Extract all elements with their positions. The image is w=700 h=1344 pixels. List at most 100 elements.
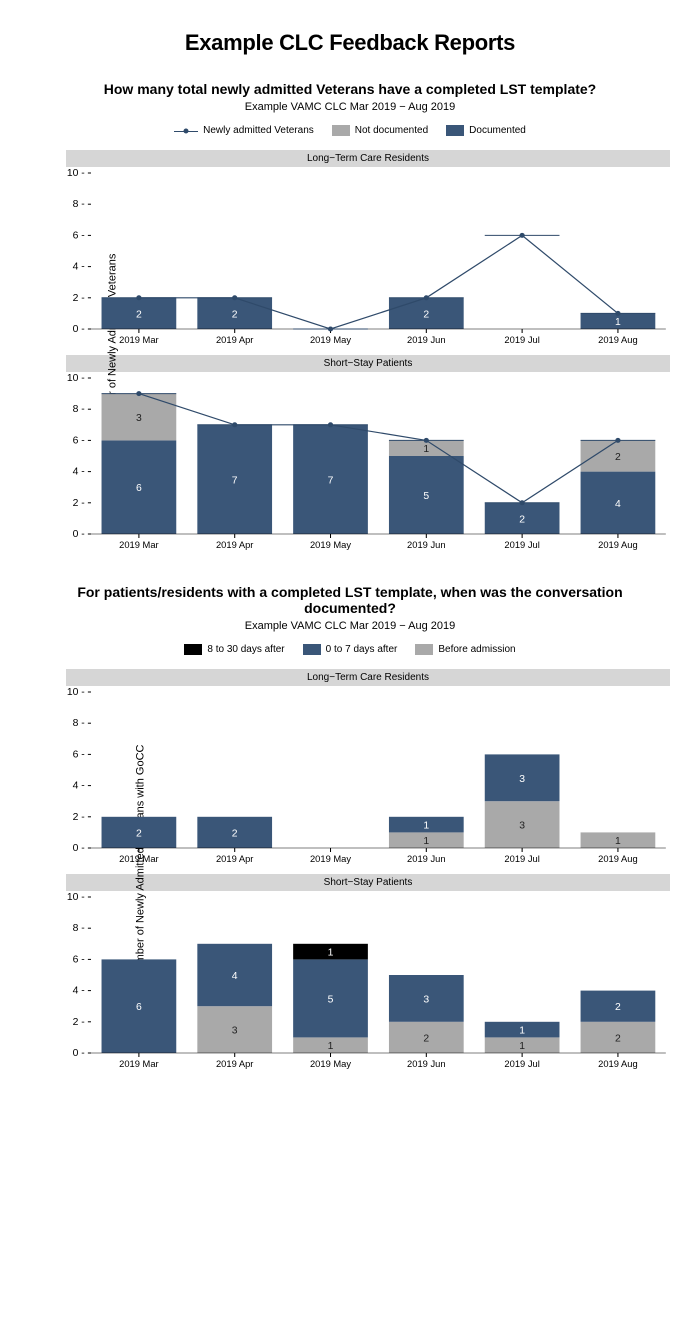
svg-text:2019 Jul: 2019 Jul — [504, 1059, 539, 1069]
svg-text:2019 Jun: 2019 Jun — [407, 854, 446, 864]
chart-2: For patients/residents with a completed … — [30, 584, 670, 1053]
svg-text:6 -: 6 - — [73, 231, 85, 242]
svg-text:2: 2 — [232, 310, 238, 321]
svg-text:5: 5 — [328, 995, 334, 1006]
svg-text:1: 1 — [519, 1041, 525, 1052]
svg-text:3: 3 — [519, 821, 525, 832]
svg-text:1: 1 — [615, 836, 621, 847]
svg-text:2019 Jun: 2019 Jun — [407, 540, 446, 550]
chart-1-subtitle: Example VAMC CLC Mar 2019 − Aug 2019 — [30, 101, 670, 113]
svg-text:10 -: 10 - — [67, 687, 85, 698]
chart-1-legend: Newly admitted Veterans Not documented Doc… — [30, 125, 670, 136]
color-swatch-icon — [446, 125, 464, 136]
svg-text:1: 1 — [423, 821, 429, 832]
svg-text:4 -: 4 - — [73, 781, 85, 792]
chart-svg: 0 -2 -4 -6 -8 -10 -22019 Mar22019 Apr201… — [66, 688, 670, 848]
svg-text:10 -: 10 - — [67, 892, 85, 903]
chart-panel: 0 -2 -4 -6 -8 -10 -62019 Mar342019 Apr15… — [66, 893, 670, 1053]
svg-text:2: 2 — [136, 310, 142, 321]
svg-text:2 -: 2 - — [73, 1017, 85, 1028]
legend-label: 8 to 30 days after — [207, 644, 284, 655]
svg-text:1: 1 — [615, 317, 621, 328]
svg-text:2019 Mar: 2019 Mar — [119, 1059, 159, 1069]
svg-text:3: 3 — [519, 774, 525, 785]
chart-1-facets: Number of Newly Admitted Veterans Long−T… — [30, 150, 670, 534]
svg-text:3: 3 — [232, 1026, 238, 1037]
svg-text:2019 May: 2019 May — [310, 540, 352, 550]
svg-text:2 -: 2 - — [73, 812, 85, 823]
chart-2-subtitle: Example VAMC CLC Mar 2019 − Aug 2019 — [30, 620, 670, 632]
svg-text:2019 Mar: 2019 Mar — [119, 854, 159, 864]
facet-header: Long−Term Care Residents — [66, 669, 670, 686]
svg-text:8 -: 8 - — [73, 199, 85, 210]
svg-text:2019 Jul: 2019 Jul — [504, 335, 539, 345]
facet-header: Short−Stay Patients — [66, 874, 670, 891]
svg-text:2019 Jul: 2019 Jul — [504, 540, 539, 550]
svg-text:2019 Aug: 2019 Aug — [598, 854, 638, 864]
legend-label: Before admission — [438, 644, 515, 655]
svg-text:2019 Aug: 2019 Aug — [598, 540, 638, 550]
svg-text:0 -: 0 - — [73, 1048, 85, 1059]
svg-text:4 -: 4 - — [73, 986, 85, 997]
svg-text:1: 1 — [328, 948, 334, 959]
chart-svg: 0 -2 -4 -6 -8 -10 -22019 Mar22019 Apr201… — [66, 169, 670, 329]
chart-panel: 0 -2 -4 -6 -8 -10 -22019 Mar22019 Apr201… — [66, 688, 670, 848]
chart-panel: 0 -2 -4 -6 -8 -10 -22019 Mar22019 Apr201… — [66, 169, 670, 329]
svg-text:2019 Jun: 2019 Jun — [407, 335, 446, 345]
svg-text:0 -: 0 - — [73, 324, 85, 335]
legend-item: 8 to 30 days after — [184, 644, 284, 655]
svg-text:1: 1 — [423, 444, 429, 455]
svg-text:2019 May: 2019 May — [310, 335, 352, 345]
chart-svg: 0 -2 -4 -6 -8 -10 -632019 Mar72019 Apr72… — [66, 374, 670, 534]
chart-2-legend: 8 to 30 days after 0 to 7 days after Befor… — [30, 644, 670, 655]
svg-text:6 -: 6 - — [73, 955, 85, 966]
chart-1: How many total newly admitted Veterans h… — [30, 81, 670, 534]
page-title: Example CLC Feedback Reports — [30, 30, 670, 56]
svg-text:2: 2 — [615, 1002, 621, 1013]
svg-text:10 -: 10 - — [67, 168, 85, 179]
line-marker-icon — [174, 125, 198, 136]
svg-text:1: 1 — [519, 1026, 525, 1037]
legend-item: Not documented — [332, 125, 428, 136]
svg-text:2: 2 — [519, 515, 525, 526]
svg-text:8 -: 8 - — [73, 404, 85, 415]
svg-text:0 -: 0 - — [73, 529, 85, 540]
legend-label: Newly admitted Veterans — [203, 125, 314, 136]
svg-text:5: 5 — [423, 491, 429, 502]
legend-label: 0 to 7 days after — [326, 644, 398, 655]
svg-text:3: 3 — [136, 413, 142, 424]
svg-text:2: 2 — [232, 829, 238, 840]
svg-text:2: 2 — [615, 452, 621, 463]
svg-text:2019 Aug: 2019 Aug — [598, 1059, 638, 1069]
chart-2-title: For patients/residents with a completed … — [30, 584, 670, 616]
color-swatch-icon — [303, 644, 321, 655]
svg-text:4: 4 — [615, 499, 621, 510]
chart-panel: 0 -2 -4 -6 -8 -10 -632019 Mar72019 Apr72… — [66, 374, 670, 534]
svg-text:7: 7 — [232, 476, 238, 487]
svg-text:6 -: 6 - — [73, 750, 85, 761]
legend-item: Before admission — [415, 644, 515, 655]
svg-text:8 -: 8 - — [73, 718, 85, 729]
svg-text:2019 May: 2019 May — [310, 854, 352, 864]
svg-text:6: 6 — [136, 1002, 142, 1013]
legend-item: Documented — [446, 125, 526, 136]
chart-1-title: How many total newly admitted Veterans h… — [30, 81, 670, 97]
chart-svg: 0 -2 -4 -6 -8 -10 -62019 Mar342019 Apr15… — [66, 893, 670, 1053]
svg-text:7: 7 — [328, 476, 334, 487]
svg-text:4: 4 — [232, 971, 238, 982]
svg-text:2019 Apr: 2019 Apr — [216, 854, 253, 864]
svg-text:2019 Apr: 2019 Apr — [216, 1059, 253, 1069]
facet-header: Long−Term Care Residents — [66, 150, 670, 167]
svg-text:2019 Mar: 2019 Mar — [119, 540, 159, 550]
legend-label: Not documented — [355, 125, 428, 136]
svg-text:2: 2 — [423, 1034, 429, 1045]
color-swatch-icon — [332, 125, 350, 136]
svg-text:2: 2 — [136, 829, 142, 840]
svg-text:1: 1 — [423, 836, 429, 847]
svg-text:3: 3 — [423, 995, 429, 1006]
svg-text:2019 Jul: 2019 Jul — [504, 854, 539, 864]
svg-text:2019 Aug: 2019 Aug — [598, 335, 638, 345]
svg-text:2 -: 2 - — [73, 293, 85, 304]
svg-text:10 -: 10 - — [67, 373, 85, 384]
color-swatch-icon — [184, 644, 202, 655]
